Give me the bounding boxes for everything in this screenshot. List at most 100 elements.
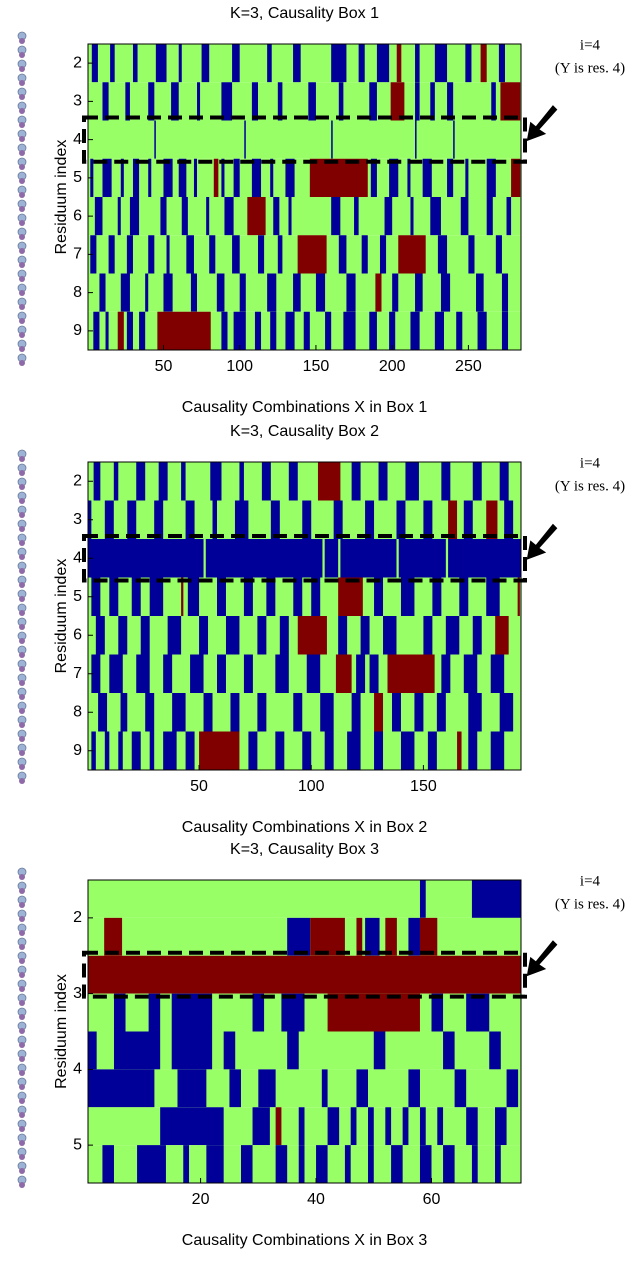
protein-atom	[19, 916, 25, 922]
heatmap-cell	[465, 44, 472, 83]
heatmap-cell	[221, 158, 225, 197]
protein-atom	[19, 736, 25, 742]
protein-atom	[19, 304, 25, 310]
protein-atom	[19, 470, 25, 476]
protein-atom	[19, 1028, 25, 1034]
heatmap-cell	[419, 1145, 432, 1183]
heatmap-cell	[414, 693, 424, 732]
heatmap-cell	[495, 1145, 501, 1183]
heatmap-cell	[102, 1145, 114, 1183]
heatmap-cell	[486, 197, 493, 236]
heatmap-cell	[389, 311, 396, 350]
protein-atom	[19, 680, 25, 686]
heatmap-cell	[396, 44, 402, 83]
heatmap-cell	[171, 82, 179, 121]
heatmap-cell	[233, 311, 246, 350]
x-tick-label: 150	[410, 778, 437, 795]
heatmap-cell	[254, 311, 262, 350]
heatmap-cell	[486, 158, 496, 197]
heatmap-cell	[365, 917, 380, 956]
heatmap-cell	[118, 731, 123, 770]
heatmap-cell	[270, 500, 280, 539]
heatmap-cell	[419, 1107, 426, 1146]
heatmap-cell	[148, 993, 161, 1032]
heatmap-cell	[495, 1107, 507, 1146]
heatmap-cell	[419, 917, 438, 956]
heatmap-cell	[360, 616, 370, 655]
heatmap-cell	[93, 462, 101, 501]
heatmap-cell	[109, 654, 123, 693]
heatmap-cell	[181, 577, 184, 616]
protein-atom	[19, 1098, 25, 1104]
protein-atom	[19, 930, 25, 936]
heatmap-cell	[201, 44, 210, 83]
y-tick-label: 4	[73, 549, 82, 566]
protein-atom	[19, 764, 25, 770]
heatmap-cell	[293, 577, 303, 616]
heatmap-cell	[234, 500, 249, 539]
protein-atom	[19, 220, 25, 226]
x-axis-label: Causality Combinations X in Box 3	[182, 1232, 428, 1249]
heatmap-cell	[131, 577, 141, 616]
protein-atom	[19, 722, 25, 728]
heatmap-cell	[197, 82, 201, 121]
heatmap-cell	[224, 197, 234, 236]
heatmap-cell	[457, 731, 462, 770]
heatmap-cell	[327, 1107, 340, 1146]
heatmap-cell	[206, 1145, 224, 1183]
y-axis-label: Residuum index	[53, 140, 70, 255]
heatmap-cell	[163, 273, 173, 312]
heatmap-cell	[400, 577, 415, 616]
y-tick-label: 7	[73, 665, 82, 682]
heatmap-cell	[177, 1069, 207, 1108]
heatmap-cell	[298, 1107, 305, 1146]
heatmap-cell	[358, 44, 365, 83]
heatmap-cell	[257, 616, 267, 655]
protein-atom	[19, 108, 25, 114]
heatmap-cell	[127, 500, 137, 539]
heatmap-cell	[172, 693, 186, 732]
x-axis-label: Causality Combinations X in Box 2	[182, 819, 428, 836]
heatmap-cell	[113, 1031, 161, 1070]
heatmap-cell	[287, 1031, 299, 1070]
heatmap-cell	[117, 197, 121, 236]
heatmap-cell	[102, 158, 112, 197]
heatmap-cell	[185, 500, 195, 539]
heatmap-cell	[129, 197, 140, 236]
heatmap-cell	[155, 44, 167, 83]
heatmap-cell	[415, 82, 420, 121]
heatmap-cell	[506, 1069, 519, 1108]
heatmap-cell	[432, 577, 442, 616]
heatmap-cell	[216, 273, 225, 312]
heatmap-cell	[105, 311, 109, 350]
heatmap-cell	[491, 82, 496, 121]
heatmap-cell	[396, 539, 399, 578]
y-axis-label: Residuum index	[53, 559, 70, 674]
heatmap-cell	[356, 917, 363, 956]
protein-atom	[19, 262, 25, 268]
heatmap-cell	[297, 235, 327, 274]
heatmap-cell	[285, 311, 295, 350]
x-axis-label: Causality Combinations X in Box 1	[182, 399, 428, 416]
heatmap-cell	[356, 654, 366, 693]
heatmap-cell	[104, 500, 114, 539]
protein-atom	[19, 248, 25, 254]
heatmap-cell	[495, 616, 509, 655]
protein-atom	[19, 122, 25, 128]
heatmap-cell	[288, 197, 292, 236]
heatmap-cell	[486, 577, 500, 616]
heatmap-cell	[321, 1069, 328, 1108]
heatmap-cell	[466, 1107, 478, 1146]
protein-atom	[19, 150, 25, 156]
heatmap-cell	[233, 158, 240, 197]
heatmap-cell	[91, 654, 101, 693]
protein-atom	[19, 902, 25, 908]
heatmap-cell	[490, 731, 505, 770]
heatmap-cell	[287, 917, 311, 956]
heatmap-row	[88, 44, 521, 83]
heatmap-row	[88, 273, 521, 312]
heatmap-cell	[137, 1145, 166, 1183]
heatmap-cell	[199, 731, 240, 770]
heatmap-cell	[190, 273, 198, 312]
heatmap-cell	[373, 1031, 386, 1070]
